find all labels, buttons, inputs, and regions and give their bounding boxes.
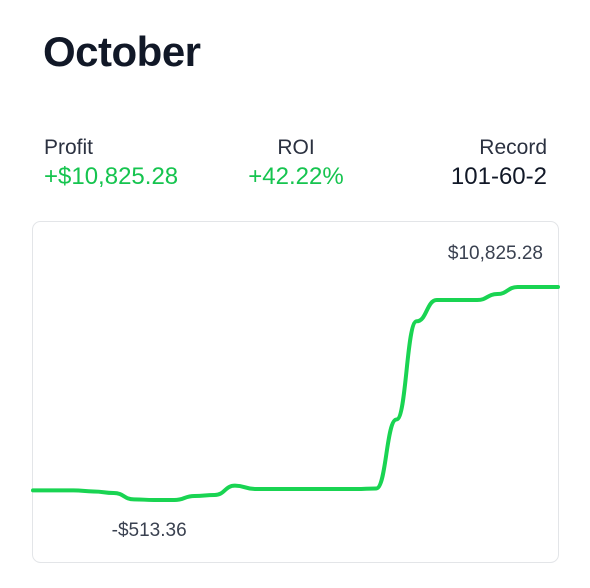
stat-value: +42.22% <box>248 163 344 190</box>
stat-value: 101-60-2 <box>450 163 547 190</box>
value-label: -$513.36 <box>112 520 187 541</box>
chart-card <box>32 221 559 563</box>
value-label: $10,825.28 <box>448 243 543 264</box>
stat-label: ROI <box>277 136 315 159</box>
stat: Record 101-60-2 <box>451 136 547 191</box>
page-title: October <box>43 28 201 75</box>
stat-value: +$10,825.28 <box>44 163 179 190</box>
stat-label: Record <box>479 136 547 159</box>
profit-line <box>31 285 560 503</box>
stat: Profit +$10,825.28 <box>44 136 178 191</box>
stat: ROI +42.22% <box>242 136 350 191</box>
stat-label: Profit <box>44 136 94 159</box>
